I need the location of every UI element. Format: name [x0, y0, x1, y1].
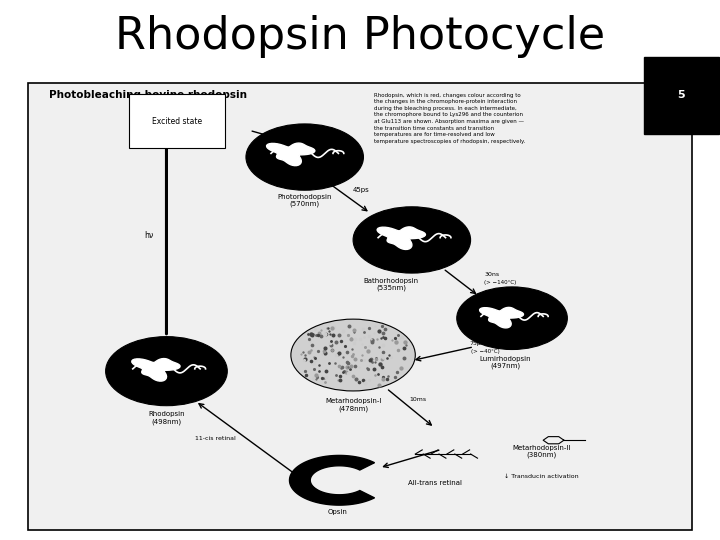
Ellipse shape: [353, 207, 471, 273]
Text: Rhodopsin Photocycle: Rhodopsin Photocycle: [115, 15, 605, 58]
Ellipse shape: [246, 124, 364, 190]
Text: 11-cis retinal: 11-cis retinal: [195, 436, 235, 441]
Polygon shape: [289, 455, 374, 505]
Polygon shape: [377, 227, 426, 249]
Polygon shape: [480, 307, 523, 328]
Text: Photobleaching bovine rhodopsin: Photobleaching bovine rhodopsin: [49, 90, 247, 100]
Text: Metarhodopsin-II
(380nm): Metarhodopsin-II (380nm): [512, 445, 570, 458]
Text: All-trans retinal: All-trans retinal: [408, 480, 462, 487]
Text: (> −140°C): (> −140°C): [485, 280, 517, 285]
Ellipse shape: [106, 336, 228, 406]
Text: hν: hν: [145, 231, 154, 240]
Text: (> −40°C): (> −40°C): [471, 349, 500, 354]
Text: ↓ Transducin activation: ↓ Transducin activation: [504, 474, 578, 479]
FancyBboxPatch shape: [28, 83, 692, 530]
Text: Metarhodopsin-I
(478nm): Metarhodopsin-I (478nm): [325, 399, 382, 412]
Text: 10ms: 10ms: [410, 397, 427, 402]
Text: Rhodopsin, which is red, changes colour according to
the changes in the chromoph: Rhodopsin, which is red, changes colour …: [374, 93, 525, 144]
Ellipse shape: [456, 287, 567, 349]
Text: 45ps: 45ps: [353, 187, 370, 193]
Text: Rhodopsin
(498nm): Rhodopsin (498nm): [148, 411, 185, 425]
Text: 75μs: 75μs: [469, 341, 485, 347]
Text: 30ns: 30ns: [485, 272, 500, 277]
Text: Excited state: Excited state: [152, 117, 202, 126]
Text: Photorhodopsin
(570nm): Photorhodopsin (570nm): [277, 194, 332, 207]
Polygon shape: [132, 359, 180, 381]
Text: Lumirhodopsin
(497nm): Lumirhodopsin (497nm): [480, 356, 531, 369]
Polygon shape: [266, 143, 315, 166]
Text: Bathorhodopsin
(535nm): Bathorhodopsin (535nm): [364, 278, 418, 291]
Ellipse shape: [291, 319, 415, 391]
Text: Opsin: Opsin: [328, 509, 348, 515]
Text: 5: 5: [678, 90, 685, 100]
